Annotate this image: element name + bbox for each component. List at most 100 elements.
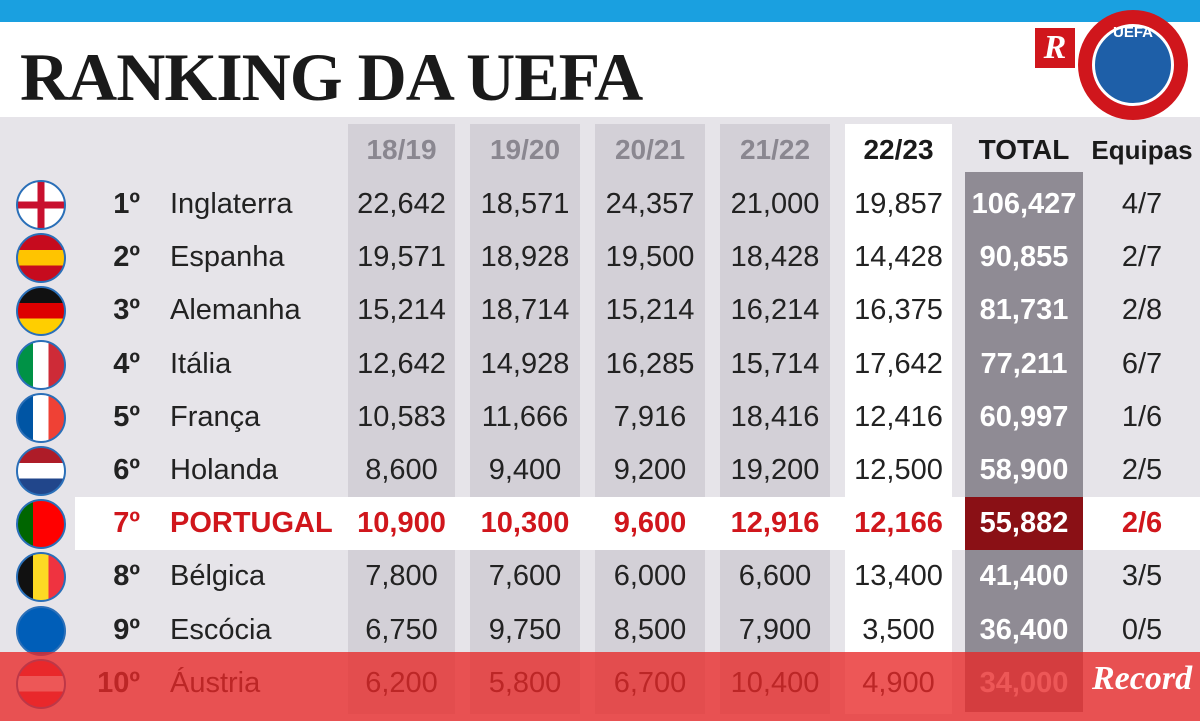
rank: 3º	[113, 294, 140, 327]
season-points: 12,416	[854, 400, 943, 433]
season-points: 18,571	[480, 188, 570, 220]
season-points: 9,200	[613, 454, 687, 486]
country: Espanha	[170, 241, 285, 274]
teams: 2/8	[1121, 294, 1163, 327]
season-points: 6,000	[613, 560, 687, 593]
season-points: 18,928	[480, 241, 570, 274]
country: França	[170, 400, 261, 433]
season-points: 16,375	[854, 294, 943, 327]
total: 55,882	[979, 507, 1069, 540]
flag	[16, 392, 66, 443]
column-band	[348, 124, 455, 714]
season-points: 3,500	[862, 613, 935, 646]
rank: 9º	[113, 613, 140, 646]
column-header: 22/23	[863, 134, 934, 165]
season-points: 11,666	[481, 400, 569, 433]
total-band	[965, 172, 1083, 712]
season-points: 12,166	[854, 507, 943, 540]
season-points: 7,916	[613, 400, 687, 433]
total: 36,400	[979, 613, 1069, 646]
flag	[16, 446, 66, 496]
season-points: 13,400	[854, 560, 943, 593]
total: 41,400	[979, 560, 1069, 593]
season-points: 16,285	[605, 347, 695, 380]
flag	[16, 499, 66, 550]
total: 77,211	[980, 347, 1068, 380]
teams: 0/5	[1121, 613, 1163, 646]
uefa-logo: UEFA	[1078, 10, 1188, 120]
teams: 2/6	[1121, 507, 1163, 540]
country: Alemanha	[170, 294, 301, 327]
rank: 2º	[113, 241, 140, 274]
season-points: 7,800	[365, 560, 438, 593]
teams: 1/6	[1121, 400, 1163, 433]
flag	[16, 605, 66, 656]
season-points: 7,900	[738, 613, 812, 646]
country: Inglaterra	[170, 188, 293, 220]
season-points: 10,300	[480, 507, 570, 540]
rank: 4º	[113, 347, 140, 380]
season-points: 7,600	[488, 560, 562, 593]
season-points: 21,000	[730, 188, 820, 220]
logo-r: R	[1035, 28, 1075, 68]
teams: 4/7	[1121, 188, 1163, 220]
season-points: 15,214	[605, 294, 695, 327]
season-points: 18,428	[730, 241, 820, 274]
bottom-overlay	[0, 652, 1200, 721]
season-points: 22,642	[357, 188, 446, 220]
season-points: 12,642	[357, 347, 446, 380]
flag	[16, 233, 66, 284]
total: 60,997	[979, 400, 1069, 433]
season-points: 19,200	[730, 454, 820, 486]
season-points: 24,357	[605, 188, 695, 220]
rank: 5º	[113, 400, 140, 433]
season-points: 8,600	[365, 454, 438, 486]
season-points: 15,714	[730, 347, 820, 380]
season-points: 6,600	[738, 560, 812, 593]
season-points: 17,642	[854, 347, 943, 380]
country: Escócia	[170, 613, 272, 646]
column-band	[470, 124, 580, 714]
country: Itália	[170, 347, 232, 380]
column-band	[845, 124, 952, 714]
season-points: 12,500	[854, 454, 943, 486]
uefa-text: UEFA	[1112, 24, 1153, 41]
season-points: 9,600	[613, 507, 687, 540]
title-band	[0, 22, 1200, 117]
season-points: 14,428	[854, 241, 943, 274]
column-header: 19/20	[489, 134, 561, 165]
country: Bélgica	[170, 560, 266, 593]
season-points: 9,400	[488, 454, 562, 486]
total: 58,900	[979, 454, 1069, 486]
total: 81,731	[979, 294, 1069, 327]
flag	[16, 552, 66, 603]
column-header: Equipas	[1091, 135, 1193, 165]
column-header: TOTAL	[978, 134, 1070, 165]
total: 106,427	[971, 188, 1077, 220]
season-points: 6,750	[365, 613, 438, 646]
teams: 6/7	[1121, 347, 1163, 380]
season-points: 10,583	[357, 400, 446, 433]
rank: 7º	[113, 507, 140, 540]
season-points: 14,928	[480, 347, 570, 380]
country: Holanda	[170, 454, 279, 486]
flag	[16, 180, 66, 230]
season-points: 16,214	[730, 294, 820, 327]
uefa-inner	[1092, 24, 1174, 106]
season-points: 18,714	[480, 294, 570, 327]
column-band	[720, 124, 830, 714]
rank: 6º	[113, 454, 140, 486]
season-points: 12,916	[730, 507, 820, 540]
top-bar	[0, 0, 1200, 22]
teams: 3/5	[1121, 560, 1163, 593]
season-points: 18,416	[730, 400, 820, 433]
teams: 2/7	[1121, 241, 1163, 274]
column-header: 21/22	[739, 134, 811, 165]
season-points: 8,500	[613, 613, 687, 646]
season-points: 9,750	[488, 613, 562, 646]
total: 90,855	[979, 241, 1069, 274]
teams: 2/5	[1121, 454, 1163, 486]
season-points: 19,571	[357, 241, 446, 274]
column-header: 18/19	[366, 134, 437, 165]
